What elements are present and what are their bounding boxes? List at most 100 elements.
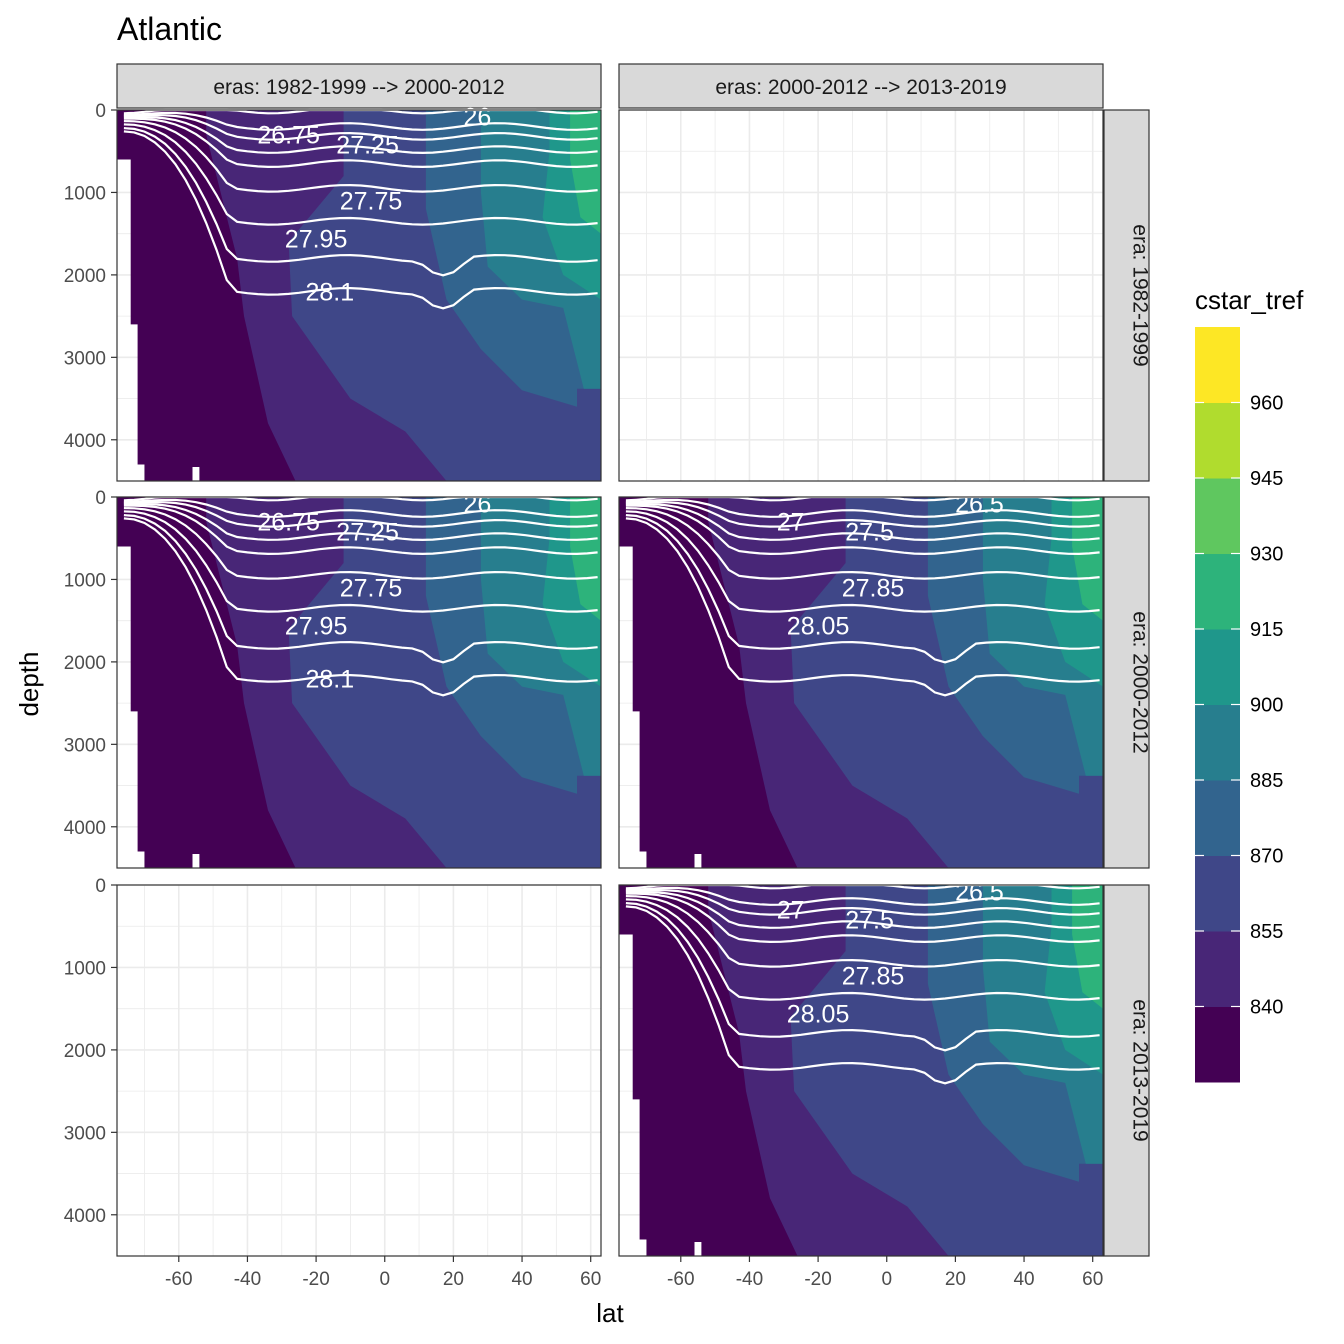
facet-column-strip bbox=[618, 63, 1104, 109]
isopycnal-contour bbox=[123, 517, 598, 697]
legend-label: 960 bbox=[1250, 393, 1283, 415]
contour-label: 27.5 bbox=[845, 519, 894, 547]
legend-title: cstar_tref bbox=[1195, 285, 1304, 315]
legend-color-step bbox=[1195, 553, 1240, 630]
y-axis-tick-label: 2000 bbox=[64, 653, 106, 674]
facet-panel: 26.5 27 27.5 27.85 28.05 bbox=[618, 491, 1104, 869]
y-axis-tick-label: 1000 bbox=[64, 570, 106, 591]
y-axis-tick-label: 3000 bbox=[64, 1123, 106, 1144]
panel-border bbox=[618, 884, 1104, 1257]
panel-background bbox=[619, 110, 1103, 481]
x-axis-tick-label: -40 bbox=[234, 1269, 261, 1290]
legend-label: 900 bbox=[1250, 695, 1283, 717]
x-axis-tick-label: 20 bbox=[945, 1269, 966, 1290]
legend-color-step bbox=[1195, 327, 1240, 403]
isopycnal-contour bbox=[123, 500, 598, 528]
y-axis-tick-label: 0 bbox=[95, 488, 106, 509]
legend-color-step bbox=[1195, 780, 1240, 856]
x-axis-tick-label: -60 bbox=[667, 1269, 694, 1290]
facet-panel bbox=[618, 109, 1104, 482]
isopycnal-contour bbox=[123, 130, 598, 310]
y-axis-tick-label: 3000 bbox=[64, 735, 106, 756]
contour-label: 26 bbox=[464, 104, 492, 132]
y-axis-tick-label: 2000 bbox=[64, 1041, 106, 1062]
facet-row-label: era: 1982-1999 bbox=[1129, 224, 1152, 366]
contour-label: 28.1 bbox=[305, 278, 354, 306]
isopycnal-contour bbox=[625, 503, 1100, 542]
section-fill-band bbox=[570, 497, 601, 621]
panel-border bbox=[116, 109, 602, 482]
legend-color-step bbox=[1195, 704, 1240, 781]
x-axis-tick-label: 40 bbox=[1013, 1269, 1034, 1290]
facet-row-label: era: 2000-2012 bbox=[1129, 611, 1152, 753]
panel-border bbox=[116, 884, 602, 1257]
isopycnal-contour bbox=[625, 498, 1100, 518]
panel-border bbox=[618, 496, 1104, 869]
isopycnal-contour bbox=[625, 895, 1100, 968]
legend-color-step bbox=[1195, 402, 1240, 479]
isopycnal-contour bbox=[123, 510, 598, 613]
isopycnal-contour bbox=[123, 514, 598, 664]
section-fill-band bbox=[570, 110, 601, 234]
y-axis-tick-label: 0 bbox=[95, 876, 106, 897]
legend-label: 915 bbox=[1250, 619, 1283, 641]
x-axis-tick-label: 20 bbox=[443, 1269, 464, 1290]
y-axis-tick-label: 4000 bbox=[64, 1206, 106, 1227]
legend-label: 870 bbox=[1250, 846, 1283, 868]
contour-label: 26.75 bbox=[257, 122, 320, 150]
legend-color-step bbox=[1195, 855, 1240, 932]
y-axis-tick-label: 0 bbox=[95, 101, 106, 122]
facet-column-label: eras: 1982-1999 --> 2000-2012 bbox=[213, 76, 504, 99]
x-axis-tick-label: -40 bbox=[736, 1269, 763, 1290]
legend-color-step bbox=[1195, 931, 1240, 1007]
contour-label: 26.75 bbox=[257, 509, 320, 537]
isopycnal-contour bbox=[625, 517, 1100, 697]
contour-label: 27.5 bbox=[845, 907, 894, 935]
x-axis-tick-label: -20 bbox=[302, 1269, 329, 1290]
contour-label: 27 bbox=[777, 509, 805, 537]
facet-row-strip bbox=[1103, 884, 1150, 1257]
facet-panel bbox=[116, 884, 602, 1257]
y-axis-tick-label: 4000 bbox=[64, 818, 106, 839]
facet-row-strip bbox=[1103, 496, 1150, 869]
contour-label: 26 bbox=[464, 491, 492, 519]
contour-label: 27.75 bbox=[340, 575, 403, 603]
isopycnal-contour bbox=[123, 113, 598, 141]
x-axis-tick-label: 0 bbox=[881, 1269, 892, 1290]
legend-label: 885 bbox=[1250, 770, 1283, 792]
y-axis-title: depth bbox=[14, 651, 44, 716]
contour-label: 27.75 bbox=[340, 188, 403, 216]
facet-panel: 26 26.75 27.25 27.75 27.95 28.1 bbox=[116, 104, 602, 482]
legend-label: 855 bbox=[1250, 921, 1283, 943]
isopycnal-contour bbox=[625, 510, 1100, 613]
contour-label: 27.85 bbox=[842, 963, 905, 991]
contour-label: 27.95 bbox=[285, 226, 348, 254]
panel-border bbox=[618, 109, 1104, 482]
facet-row-strip bbox=[1103, 109, 1150, 482]
isopycnal-contour bbox=[625, 902, 1100, 1052]
x-axis-tick-label: 0 bbox=[379, 1269, 390, 1290]
contour-label: 28.05 bbox=[787, 613, 850, 641]
contour-label: 27.85 bbox=[842, 575, 905, 603]
isopycnal-contour bbox=[123, 503, 598, 542]
isopycnal-contour bbox=[123, 127, 598, 277]
legend-color-step bbox=[1195, 629, 1240, 705]
legend-label: 840 bbox=[1250, 997, 1283, 1019]
section-fill-band bbox=[1072, 885, 1103, 1009]
isopycnal-contour bbox=[625, 888, 1100, 916]
isopycnal-contour bbox=[123, 120, 598, 193]
isopycnal-contour bbox=[625, 514, 1100, 664]
y-axis-tick-label: 3000 bbox=[64, 348, 106, 369]
contour-label: 27 bbox=[777, 897, 805, 925]
isopycnal-contour bbox=[123, 507, 598, 580]
panel-background bbox=[117, 885, 601, 1256]
isopycnal-contour bbox=[625, 898, 1100, 1001]
legend-label: 945 bbox=[1250, 468, 1283, 490]
isopycnal-contour bbox=[123, 504, 598, 556]
chart-title: Atlantic bbox=[117, 11, 222, 47]
isopycnal-contour bbox=[625, 905, 1100, 1085]
x-axis-tick-label: 60 bbox=[580, 1269, 601, 1290]
isopycnal-contour bbox=[625, 892, 1100, 944]
x-axis-tick-label: -60 bbox=[165, 1269, 192, 1290]
section-fill-band bbox=[1072, 497, 1103, 621]
